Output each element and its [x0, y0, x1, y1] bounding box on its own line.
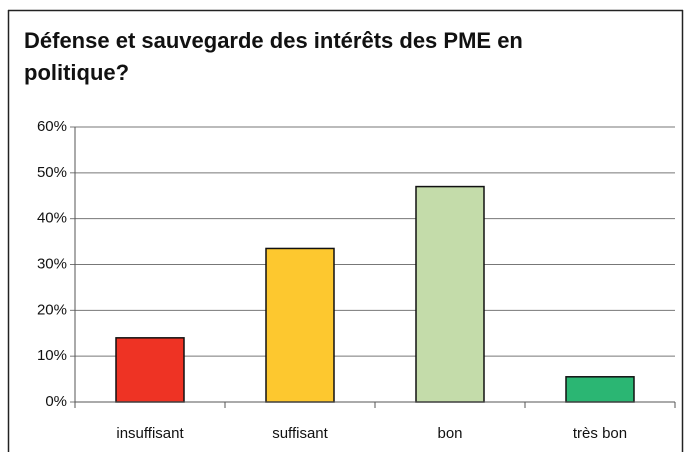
x-tick-label: bon — [437, 425, 462, 442]
bar — [565, 376, 635, 403]
x-tick-label: très bon — [573, 425, 627, 442]
bar — [415, 185, 485, 403]
y-tick-label: 0% — [45, 393, 67, 410]
y-tick-label: 10% — [37, 347, 67, 364]
x-tick-label: insuffisant — [116, 425, 184, 442]
bar — [265, 247, 335, 403]
x-tick-label: suffisant — [272, 425, 328, 442]
y-tick-label: 60% — [37, 118, 67, 135]
y-tick-label: 40% — [37, 210, 67, 227]
bar — [115, 337, 185, 403]
y-tick-label: 20% — [37, 301, 67, 318]
chart-title: politique? — [24, 60, 129, 85]
chart-title: Défense et sauvegarde des intérêts des P… — [24, 28, 523, 53]
y-tick-label: 30% — [37, 255, 67, 272]
y-tick-label: 50% — [37, 164, 67, 181]
